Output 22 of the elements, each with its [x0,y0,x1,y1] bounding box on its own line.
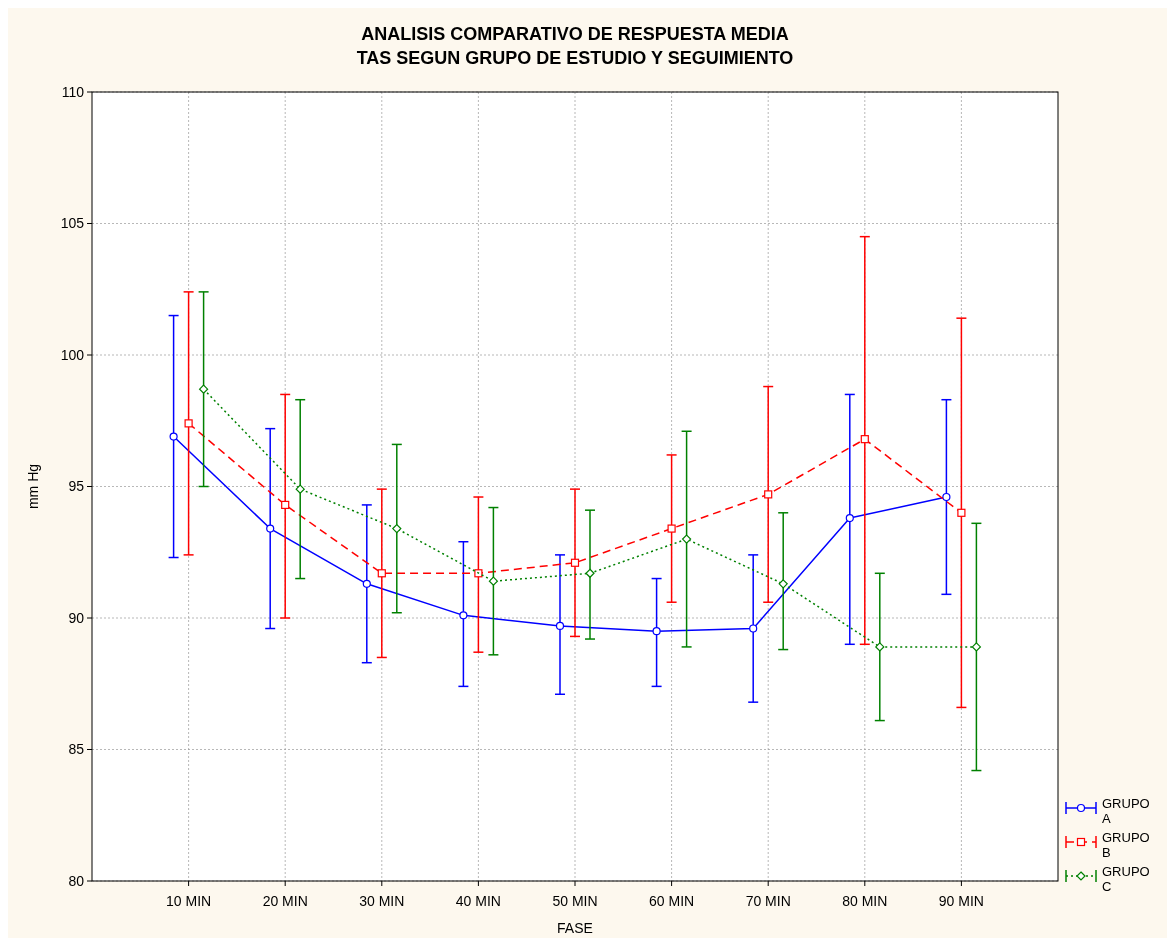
y-tick-label: 110 [61,83,85,100]
x-tick-label: 30 MIN [359,893,405,909]
y-tick-label: 100 [60,346,85,363]
x-tick-label: 70 MIN [745,893,791,909]
x-axis-title: FASE [557,920,593,936]
legend-label: GRUPO B [1102,830,1150,860]
legend-label: GRUPO A [1102,796,1150,826]
legend-label: GRUPO C [1102,864,1150,894]
y-tick-label: 85 [68,741,85,758]
x-tick-label: 10 MIN [166,893,212,909]
y-axis-title: mm Hg [25,463,41,510]
x-tick-label: 50 MIN [552,893,598,909]
x-tick-label: 40 MIN [455,893,501,909]
x-tick-label: 20 MIN [262,893,308,909]
y-tick-label: 90 [68,609,85,626]
y-tick-label: 95 [68,478,85,495]
y-tick-label: 80 [68,872,85,889]
y-tick-label: 105 [60,215,85,232]
x-tick-label: 60 MIN [649,893,695,909]
chart-title: ANALISIS COMPARATIVO DE RESPUESTA MEDIA TAS SEGUN GRUPO DE ESTUDIO Y SEGUIMIENTO [356,24,794,68]
x-tick-label: 90 MIN [938,893,984,909]
x-tick-label: 80 MIN [842,893,888,909]
